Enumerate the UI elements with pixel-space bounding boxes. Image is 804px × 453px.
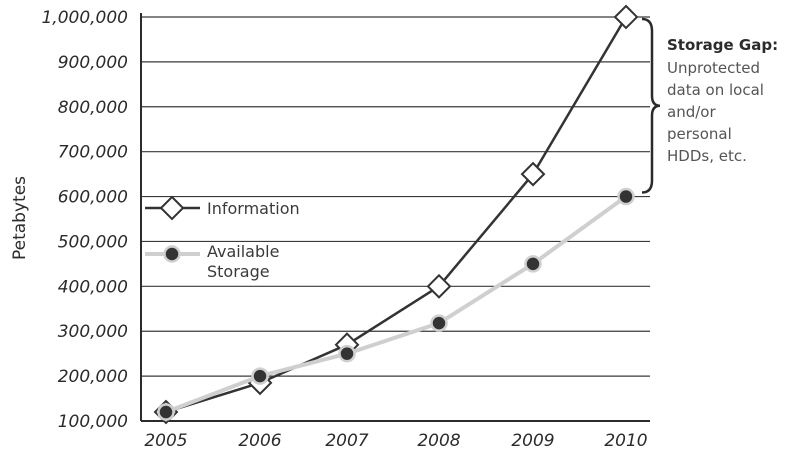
y-tick-label: 800,000 — [58, 98, 128, 118]
x-tick-label: 2009 — [511, 431, 554, 451]
x-tick-labels: 2005 2006 2007 2008 2009 2010 — [144, 431, 647, 451]
information-point — [613, 4, 639, 30]
information-point — [426, 273, 452, 299]
gap-text-line: data on local — [667, 81, 764, 99]
grid-lines — [141, 16, 650, 377]
gap-brace — [641, 17, 661, 194]
y-tick-label: 500,000 — [58, 232, 128, 252]
x-tick-label: 2006 — [238, 431, 281, 451]
x-tick-label: 2010 — [604, 431, 647, 451]
available-storage-line — [165, 194, 628, 414]
axes — [140, 13, 650, 422]
legend-information-label: Information — [207, 199, 300, 218]
gap-text-line: personal — [667, 125, 732, 143]
x-tick-label: 2007 — [325, 431, 368, 451]
available-storage-point — [524, 255, 542, 273]
y-tick-label: 900,000 — [58, 53, 128, 73]
legend-storage-marker — [163, 245, 181, 263]
available-storage-point — [157, 403, 175, 421]
available-storage-point — [251, 367, 269, 385]
gap-text-line: HDDs, etc. — [667, 147, 747, 165]
gap-text-line: Unprotected — [667, 59, 760, 77]
y-tick-label: 600,000 — [58, 188, 128, 208]
gap-text-line: and/or — [667, 103, 716, 121]
information-line — [165, 16, 628, 414]
y-axis-label: Petabytes — [10, 176, 30, 260]
series-group — [153, 4, 639, 425]
y-tick-labels: 1,000,000 900,000 800,000 700,000 600,000 500… — [41, 8, 128, 432]
available-storage-point — [617, 187, 635, 206]
y-tick-label: 200,000 — [58, 367, 128, 387]
legend-information-marker — [159, 195, 185, 221]
available-storage-point — [338, 344, 356, 363]
y-tick-label: 100,000 — [58, 412, 128, 432]
legend-storage-label: Storage — [207, 262, 270, 281]
storage-gap-annotation: Storage Gap: Unprotected data on local and/… — [641, 17, 778, 194]
available-storage-point — [430, 314, 448, 332]
gap-title: Storage Gap: — [667, 36, 778, 54]
x-tick-label: 2005 — [144, 431, 187, 451]
y-tick-label: 300,000 — [58, 322, 128, 342]
legend-storage-label: Available — [207, 242, 279, 261]
y-tick-label: 400,000 — [58, 277, 128, 297]
x-tick-label: 2008 — [417, 431, 460, 451]
y-tick-label: 700,000 — [58, 143, 128, 163]
y-tick-label: 1,000,000 — [41, 8, 128, 28]
information-point — [520, 161, 546, 187]
